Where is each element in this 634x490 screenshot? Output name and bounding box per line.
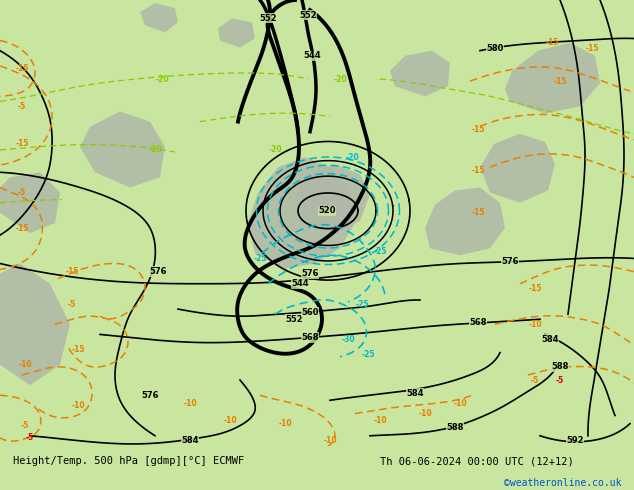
Text: -10: -10 (528, 320, 542, 329)
Text: -15: -15 (15, 139, 29, 148)
Text: -5: -5 (68, 299, 76, 309)
Text: -5: -5 (556, 375, 564, 385)
Text: 584: 584 (406, 389, 424, 398)
Text: 588: 588 (446, 423, 463, 432)
Text: -10: -10 (453, 399, 467, 408)
Text: 584: 584 (541, 335, 559, 344)
Text: -10: -10 (373, 416, 387, 425)
Text: 584: 584 (181, 436, 198, 445)
Polygon shape (218, 18, 255, 48)
Text: 580: 580 (486, 44, 503, 53)
Text: -10: -10 (18, 360, 32, 369)
Text: -20: -20 (155, 74, 169, 84)
Polygon shape (140, 3, 178, 32)
Text: 560: 560 (301, 308, 319, 317)
Polygon shape (0, 264, 70, 385)
Text: -20: -20 (148, 146, 162, 154)
Text: -20: -20 (333, 74, 347, 84)
Text: -10: -10 (71, 401, 85, 410)
Text: 552: 552 (285, 315, 303, 324)
Polygon shape (0, 172, 60, 233)
Polygon shape (480, 134, 555, 203)
Text: -15: -15 (71, 345, 85, 354)
Text: -5: -5 (26, 433, 34, 442)
Text: -25: -25 (253, 254, 267, 263)
Polygon shape (390, 50, 450, 96)
Text: -30: -30 (341, 335, 355, 344)
Polygon shape (505, 43, 600, 114)
Text: -5: -5 (21, 421, 29, 430)
Text: 552: 552 (259, 14, 277, 23)
Text: -10: -10 (223, 416, 237, 425)
Text: -25: -25 (373, 247, 387, 256)
Text: -15: -15 (15, 223, 29, 233)
Text: -15: -15 (471, 166, 485, 175)
Text: -10: -10 (183, 399, 197, 408)
Text: ©weatheronline.co.uk: ©weatheronline.co.uk (504, 478, 621, 489)
Polygon shape (295, 164, 370, 233)
Text: 588: 588 (552, 362, 569, 371)
Text: 576: 576 (149, 267, 167, 276)
Text: 552: 552 (299, 11, 317, 20)
Text: -5: -5 (18, 102, 26, 111)
Polygon shape (80, 112, 165, 188)
Text: 568: 568 (469, 318, 487, 327)
Text: -5: -5 (531, 375, 539, 385)
Text: -10: -10 (323, 436, 337, 445)
Text: -15: -15 (471, 208, 485, 218)
Text: -15: -15 (545, 38, 559, 47)
Text: 576: 576 (141, 391, 158, 400)
Text: 576: 576 (301, 269, 319, 278)
Text: Th 06-06-2024 00:00 UTC (12+12): Th 06-06-2024 00:00 UTC (12+12) (380, 456, 574, 466)
Text: -10: -10 (418, 409, 432, 418)
Text: -15: -15 (471, 125, 485, 134)
Text: 568: 568 (301, 333, 319, 342)
Text: 544: 544 (291, 279, 309, 288)
Polygon shape (248, 157, 355, 269)
Text: -20: -20 (268, 146, 281, 154)
Text: -15: -15 (15, 64, 29, 74)
Text: 520: 520 (318, 206, 336, 215)
Text: -20: -20 (345, 152, 359, 162)
Text: 576: 576 (501, 257, 519, 266)
Text: -15: -15 (585, 44, 598, 53)
Text: -15: -15 (528, 284, 541, 294)
Text: 592: 592 (566, 436, 584, 445)
Text: -25: -25 (361, 350, 375, 359)
Text: Height/Temp. 500 hPa [gdmp][°C] ECMWF: Height/Temp. 500 hPa [gdmp][°C] ECMWF (13, 456, 244, 466)
Text: -5: -5 (18, 188, 26, 197)
Text: 544: 544 (303, 51, 321, 60)
Text: -15: -15 (553, 76, 567, 86)
Polygon shape (425, 188, 505, 255)
Text: -25: -25 (355, 299, 369, 309)
Text: -10: -10 (278, 419, 292, 428)
Text: -15: -15 (65, 267, 79, 276)
